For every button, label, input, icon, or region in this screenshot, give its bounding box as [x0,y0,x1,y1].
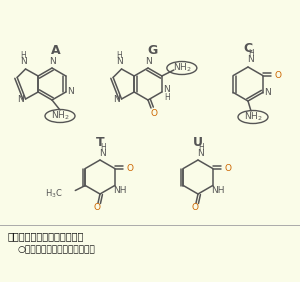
Text: ○囲みが、保護すべきアミノ基: ○囲みが、保護すべきアミノ基 [18,246,96,254]
Text: N: N [264,88,271,97]
Text: N: N [68,87,74,96]
Text: N: N [20,58,27,67]
Text: T: T [96,135,104,149]
Text: O: O [151,109,158,118]
Text: N: N [49,56,56,65]
Text: N: N [145,56,152,65]
Text: A: A [51,43,61,56]
Text: N: N [248,56,254,65]
Text: O: O [274,71,281,80]
Text: O: O [191,204,199,213]
Text: H: H [164,94,170,102]
Text: 図１．５種の核酸塩基の構造: 図１．５種の核酸塩基の構造 [8,231,84,241]
Text: O: O [126,164,133,173]
Text: H: H [198,142,204,151]
Text: G: G [147,43,157,56]
Text: N: N [116,58,123,67]
Text: N: N [100,149,106,158]
Text: O: O [224,164,231,173]
Text: H: H [21,52,26,61]
Text: NH$_2$: NH$_2$ [51,110,69,122]
Text: NH$_2$: NH$_2$ [244,111,262,123]
Text: C: C [243,43,253,56]
Text: NH: NH [211,186,224,195]
Text: H: H [248,50,254,58]
Text: H: H [100,142,106,151]
Text: N: N [17,94,24,103]
Text: NH$_2$: NH$_2$ [172,62,191,74]
Text: U: U [193,135,203,149]
Text: O: O [94,204,100,213]
Text: N: N [113,94,120,103]
Text: NH: NH [113,186,127,195]
Text: N: N [164,85,170,94]
Text: H: H [117,52,122,61]
Text: N: N [198,149,204,158]
Text: H$_3$C: H$_3$C [46,187,63,200]
